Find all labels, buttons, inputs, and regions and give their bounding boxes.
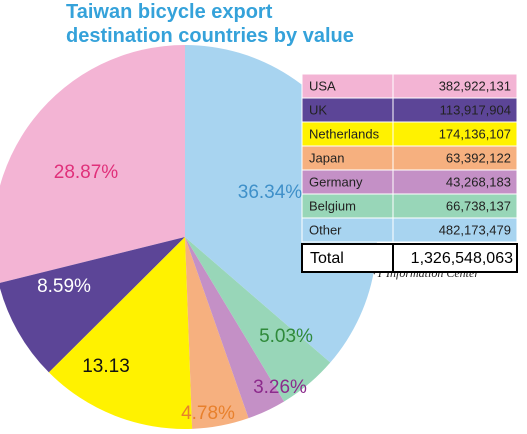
amount: 113,917,904: [440, 102, 511, 117]
slice-label: 5.03%: [259, 326, 313, 347]
slice-label: 36.34%: [238, 182, 303, 203]
amount: 382,922,131: [439, 78, 511, 93]
slice-label: 13.13: [82, 356, 130, 377]
amount: 66,738,137: [446, 198, 511, 213]
slice: [0, 237, 185, 373]
slice: [185, 237, 331, 402]
table-row: [301, 193, 518, 219]
country: USA: [309, 78, 336, 93]
amount: 63,392,122: [446, 150, 511, 165]
slice-label: 3.26%: [253, 377, 307, 398]
table-row: [301, 73, 518, 99]
chart-title: destination countries by value: [66, 25, 354, 47]
country: Netherlands: [309, 126, 380, 141]
table-row: [301, 217, 518, 243]
slice-label: 28.87%: [54, 162, 119, 183]
slice: [0, 45, 185, 283]
table-row: [301, 121, 518, 147]
table-row: [301, 97, 518, 123]
slice: [185, 237, 285, 419]
slice: [48, 237, 193, 429]
total-box: [301, 243, 518, 273]
slice-label: 8.59%: [37, 276, 91, 297]
total-label: Total: [310, 250, 344, 267]
slice: [185, 237, 249, 429]
amount: 43,268,183: [446, 174, 511, 189]
chart-title: Taiwan bicycle export: [66, 1, 273, 23]
total-value: 1,326,548,063: [411, 250, 513, 267]
amount: 482,173,479: [439, 222, 511, 237]
country: Germany: [309, 174, 363, 189]
table-row: [301, 169, 518, 195]
country: Japan: [309, 150, 344, 165]
country: UK: [309, 102, 327, 117]
country: Belgium: [309, 198, 356, 213]
slice-label: 4.78%: [181, 403, 235, 424]
amount: 174,136,107: [439, 126, 511, 141]
country: Other: [309, 222, 342, 237]
